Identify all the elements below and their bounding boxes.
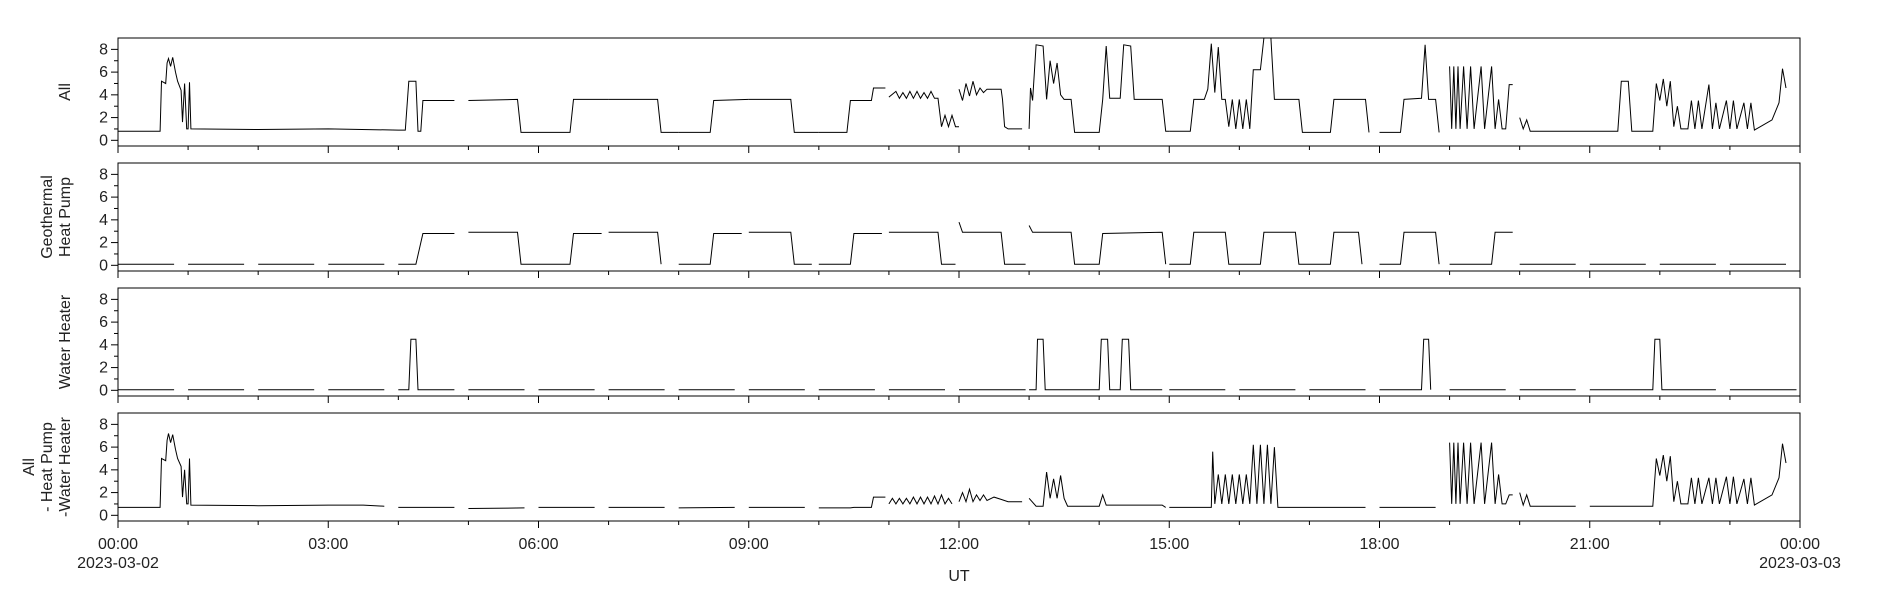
series-trace xyxy=(748,98,819,133)
x-date-label: 2023-03-02 xyxy=(77,555,159,572)
chart-panels: 0 2 4 6 8 All 0 2 4 6 8 Geothermal Heat Pump 0 2 4 6 8 Wat… xyxy=(21,37,1801,528)
panel-3: 0 2 4 6 8 All - Heat Pump -Water Heater xyxy=(21,412,1801,528)
y-tick-label: 6 xyxy=(99,314,108,331)
panel-frame xyxy=(117,287,1801,397)
series-trace xyxy=(818,233,882,265)
series-trace xyxy=(888,90,959,129)
y-tick-label: 2 xyxy=(99,485,108,502)
series-trace xyxy=(1028,44,1170,133)
series-trace xyxy=(1169,37,1370,133)
x-tick-label: 06:00 xyxy=(518,536,558,553)
series-trace xyxy=(678,98,749,133)
series-trace xyxy=(678,506,735,509)
series-trace xyxy=(748,231,812,265)
x-tick-label: 00:00 xyxy=(1780,536,1820,553)
series-trace xyxy=(1029,338,1163,391)
x-tick-label: 15:00 xyxy=(1149,536,1189,553)
y-tick-label: 6 xyxy=(99,64,108,81)
y-tick-label: 8 xyxy=(99,416,108,433)
series-trace xyxy=(1379,338,1432,391)
series-trace xyxy=(888,493,953,506)
y-axis-title: Heat Pump xyxy=(57,177,74,257)
series-trace xyxy=(538,98,609,133)
panel-1: 0 2 4 6 8 Geothermal Heat Pump xyxy=(39,162,1801,278)
series-trace xyxy=(468,507,525,509)
y-axis-title: All xyxy=(21,458,38,476)
y-tick-label: 8 xyxy=(99,41,108,58)
x-tick-label: 21:00 xyxy=(1570,536,1610,553)
series-trace xyxy=(398,233,455,265)
y-axis-title: - Heat Pump xyxy=(39,422,56,512)
y-tick-label: 4 xyxy=(99,337,108,354)
y-tick-label: 0 xyxy=(99,507,108,524)
panel-frame xyxy=(117,162,1801,272)
x-date-label: 2023-03-03 xyxy=(1759,555,1841,572)
series-trace xyxy=(888,231,956,265)
y-tick-label: 6 xyxy=(99,189,108,206)
series-trace xyxy=(468,98,539,133)
series-trace xyxy=(468,231,539,265)
y-axis-title: All xyxy=(57,83,74,101)
y-tick-label: 4 xyxy=(99,462,108,479)
x-tick-label: 00:00 xyxy=(98,536,138,553)
y-tick-label: 0 xyxy=(99,132,108,149)
series-trace xyxy=(678,233,742,265)
series-trace xyxy=(1028,472,1166,508)
y-tick-label: 8 xyxy=(99,291,108,308)
y-tick-label: 2 xyxy=(99,360,108,377)
series-trace xyxy=(118,56,455,132)
series-trace xyxy=(818,496,886,509)
series-trace xyxy=(538,233,602,265)
series-trace xyxy=(608,98,679,133)
panel-0: 0 2 4 6 8 All xyxy=(57,37,1801,153)
y-tick-label: 4 xyxy=(99,87,108,104)
series-trace xyxy=(1589,443,1787,507)
series-trace xyxy=(1379,44,1440,133)
x-axis: 00:00 03:00 06:00 09:00 12:00 15:00 18:00 21:00… xyxy=(77,536,1841,572)
y-tick-label: 2 xyxy=(99,110,108,127)
y-axis-title: Water Heater xyxy=(57,294,74,389)
y-tick-label: 0 xyxy=(99,257,108,274)
y-axis-title: -Water Heater xyxy=(57,416,74,517)
panel-frame xyxy=(117,412,1801,522)
y-tick-label: 6 xyxy=(99,439,108,456)
series-trace xyxy=(958,221,1026,265)
y-tick-label: 8 xyxy=(99,166,108,183)
panel-2: 0 2 4 6 8 Water Heater xyxy=(57,287,1801,403)
series-trace xyxy=(1449,231,1513,265)
x-tick-label: 09:00 xyxy=(729,536,769,553)
series-trace xyxy=(958,487,1023,504)
series-trace xyxy=(1169,444,1366,508)
series-trace xyxy=(1169,231,1363,265)
series-trace xyxy=(1028,225,1167,265)
series-trace xyxy=(608,231,662,265)
y-tick-label: 4 xyxy=(99,212,108,229)
x-axis-title: UT xyxy=(948,568,970,585)
series-trace xyxy=(1589,338,1716,391)
series-trace xyxy=(1379,231,1440,265)
x-tick-label: 18:00 xyxy=(1359,536,1399,553)
y-axis-title: Geothermal xyxy=(39,175,56,259)
series-trace xyxy=(398,338,455,391)
series-trace xyxy=(1449,442,1513,505)
series-trace xyxy=(958,81,1023,130)
x-tick-label: 03:00 xyxy=(308,536,348,553)
y-tick-label: 0 xyxy=(99,382,108,399)
y-tick-label: 2 xyxy=(99,235,108,252)
series-trace xyxy=(818,87,886,133)
series-trace xyxy=(1449,66,1513,130)
series-trace xyxy=(118,433,385,508)
series-trace xyxy=(1519,68,1787,132)
series-trace xyxy=(1519,492,1576,507)
x-tick-label: 12:00 xyxy=(939,536,979,553)
